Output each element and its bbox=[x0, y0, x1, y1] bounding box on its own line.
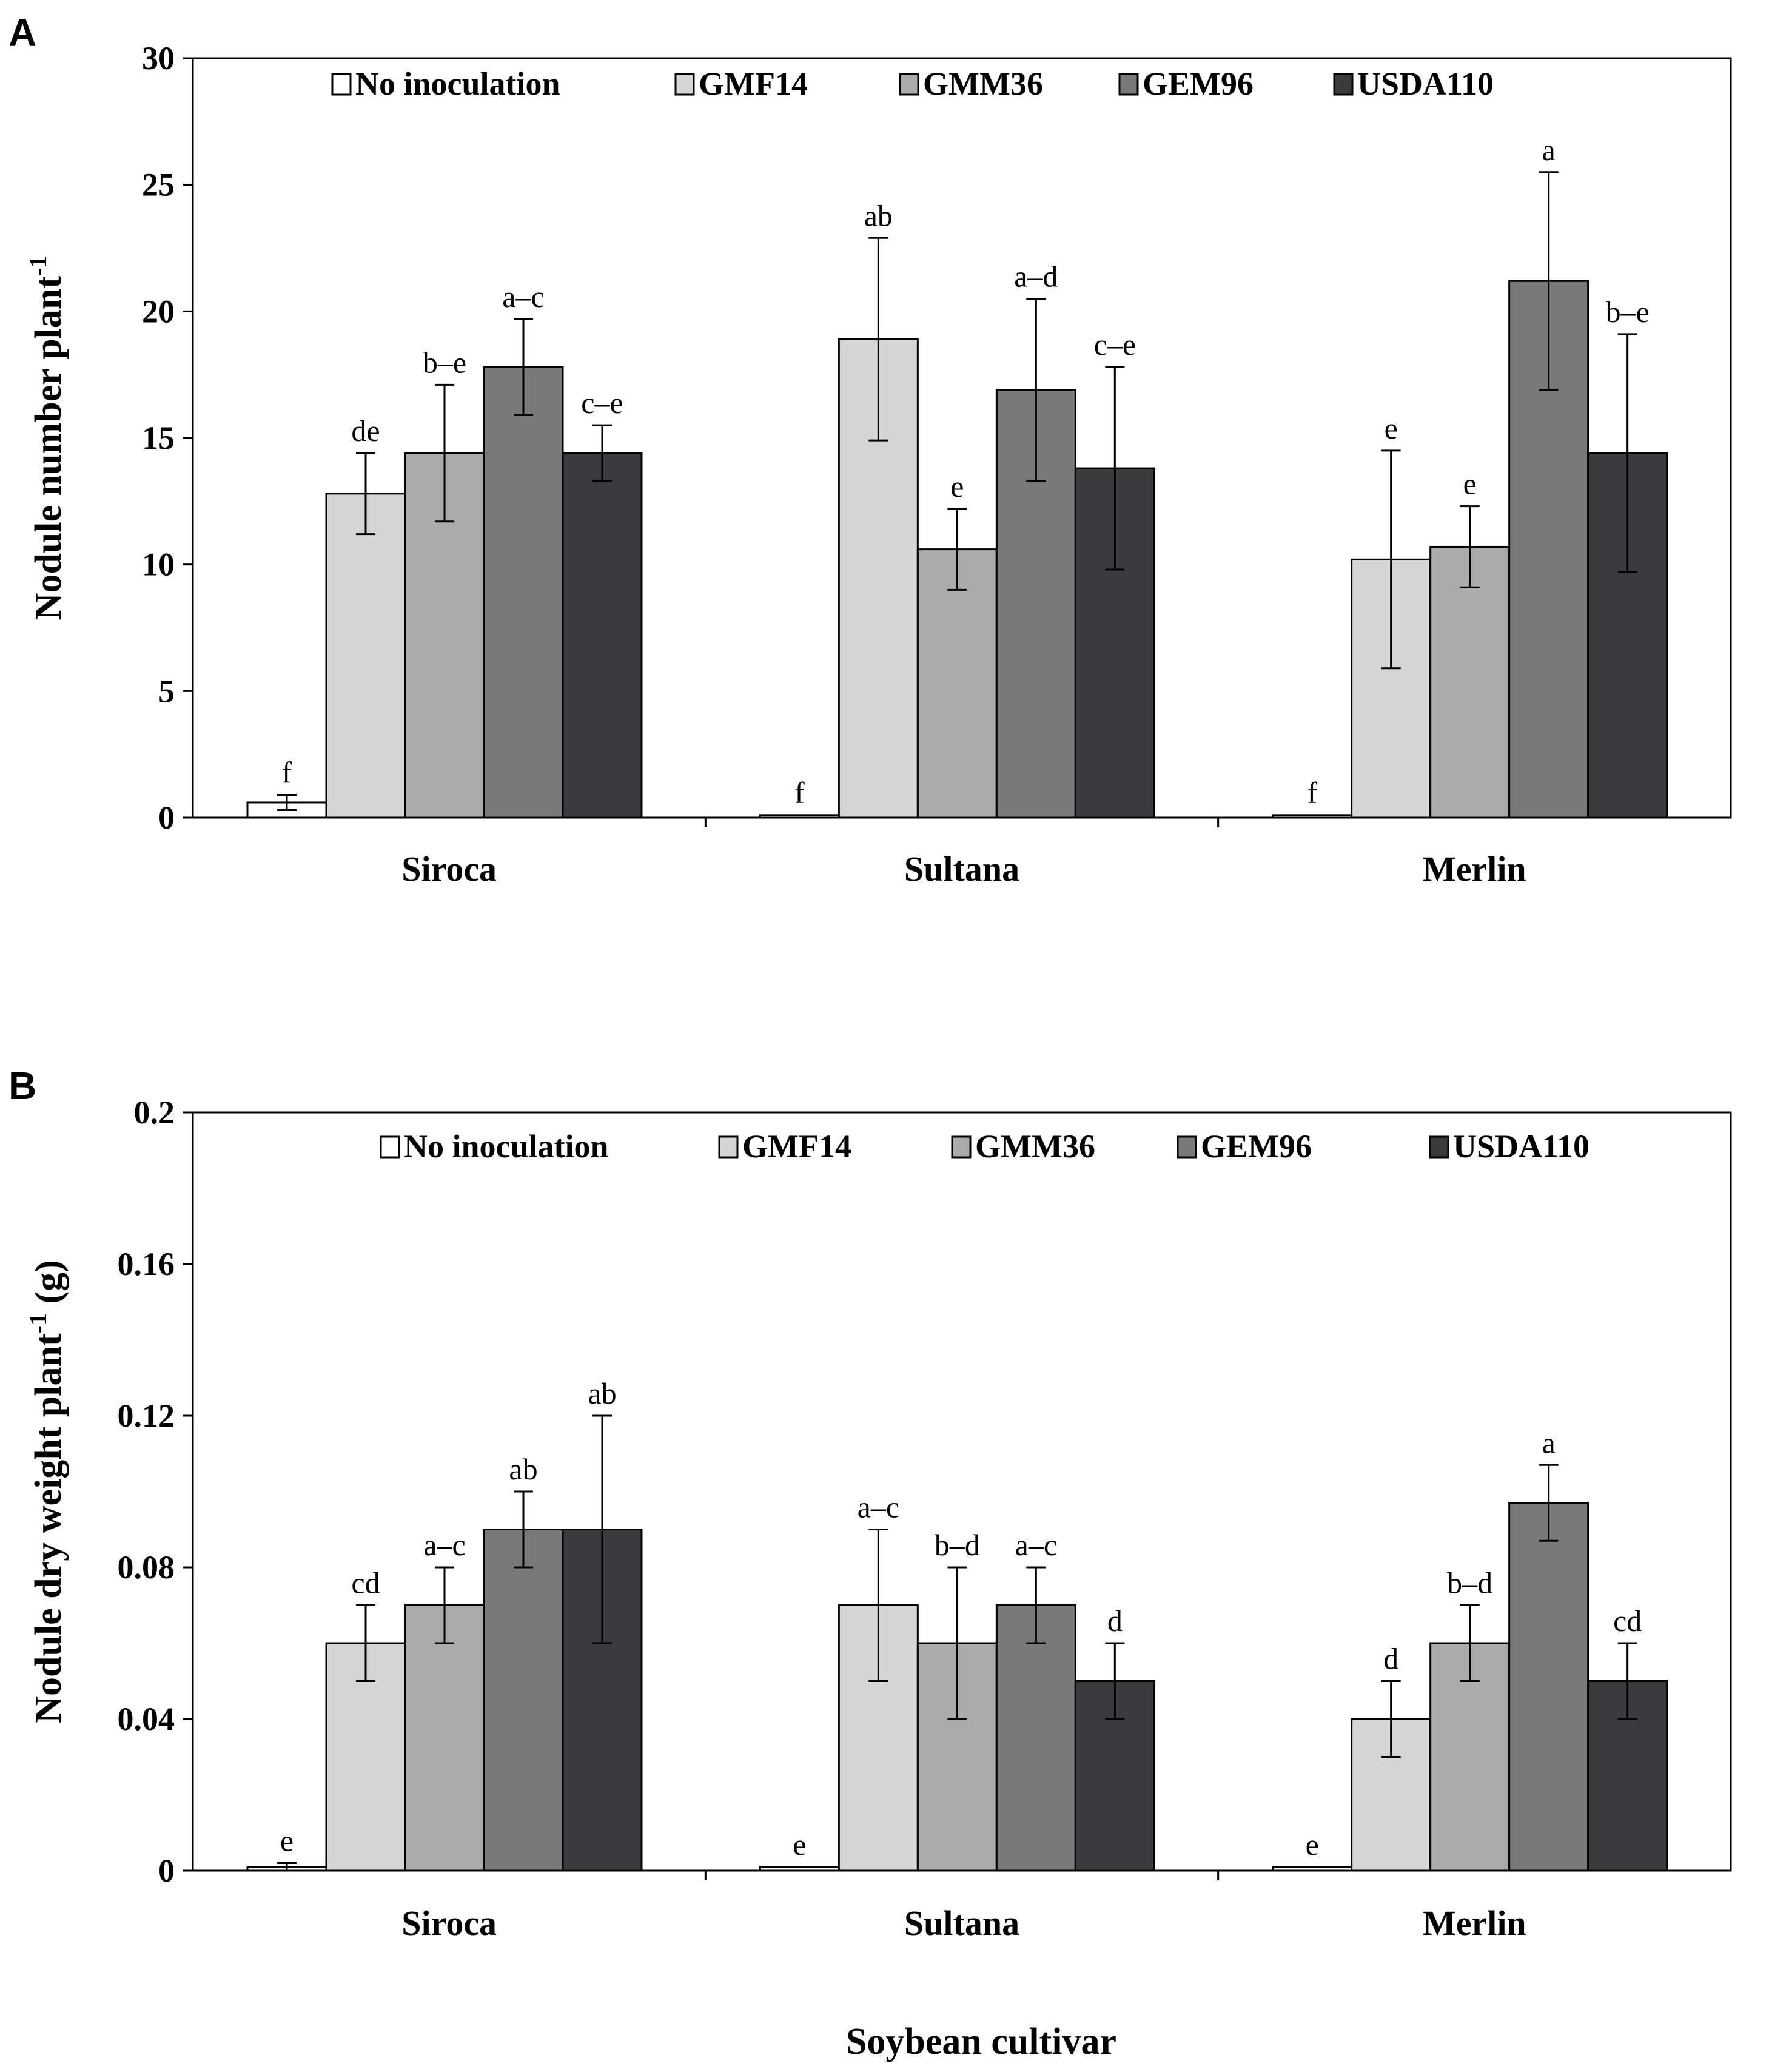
legend-swatch bbox=[1118, 73, 1139, 96]
legend-label: GEM96 bbox=[1201, 1128, 1312, 1165]
significance-label: b–d bbox=[1447, 1566, 1492, 1600]
significance-label: c–e bbox=[1094, 328, 1136, 362]
significance-label: f bbox=[282, 755, 292, 789]
y-tick-label: 10 bbox=[142, 547, 175, 583]
bar bbox=[759, 1866, 840, 1872]
y-axis-title: Nodule number plant-1 bbox=[24, 256, 69, 621]
legend-swatch bbox=[1333, 73, 1354, 96]
legend-label: GMM36 bbox=[975, 1128, 1095, 1165]
y-tick-label: 25 bbox=[142, 167, 175, 203]
significance-label: d bbox=[1383, 1642, 1398, 1676]
y-axis-title-superscript: -1 bbox=[24, 256, 52, 276]
y-axis-title: Nodule dry weight plant-1 (g) bbox=[24, 1260, 69, 1723]
bar bbox=[1272, 814, 1353, 819]
legend-label: GMF14 bbox=[742, 1128, 851, 1165]
significance-label: f bbox=[1307, 776, 1317, 810]
significance-label: ab bbox=[864, 198, 893, 232]
y-tick-label: 0.2 bbox=[134, 1094, 175, 1131]
panel-letter-a: A bbox=[8, 11, 36, 55]
significance-label: d bbox=[1107, 1604, 1123, 1638]
y-axis-title-unit: (g) bbox=[28, 1260, 69, 1313]
legend-label: USDA110 bbox=[1453, 1128, 1589, 1165]
bar bbox=[1272, 1866, 1353, 1872]
legend-label: GEM96 bbox=[1143, 66, 1254, 102]
legend-label: GMM36 bbox=[923, 66, 1043, 102]
bar bbox=[916, 548, 998, 819]
x-category-label: Siroca bbox=[401, 849, 497, 889]
bar bbox=[995, 1604, 1076, 1872]
significance-label: ab bbox=[588, 1376, 616, 1410]
significance-label: de bbox=[351, 414, 380, 448]
y-tick-label: 0 bbox=[158, 1852, 175, 1889]
significance-label: a–c bbox=[502, 280, 544, 314]
x-axis-title: Soybean cultivar bbox=[846, 2021, 1116, 2062]
significance-label: c–e bbox=[581, 386, 623, 420]
y-axis-title-main: Nodule dry weight plant bbox=[28, 1333, 69, 1723]
panel-b-chart: 0 0.04 0.08 0.12 0.16 0.2 Siroca Sultana Merlin e… bbox=[24, 1094, 1732, 1943]
y-tick-label: 0.08 bbox=[118, 1549, 175, 1586]
significance-label: cd bbox=[1613, 1604, 1642, 1638]
y-axis-title-superscript: -1 bbox=[24, 1313, 52, 1333]
significance-label: e bbox=[1306, 1828, 1319, 1862]
significance-label: cd bbox=[351, 1566, 380, 1600]
significance-label: a bbox=[1542, 1425, 1556, 1459]
significance-label: b–e bbox=[1606, 295, 1650, 329]
legend-label: No inoculation bbox=[404, 1128, 609, 1165]
y-tick-label: 0.04 bbox=[118, 1701, 175, 1737]
y-tick-label: 0.12 bbox=[118, 1398, 175, 1434]
legend-label: USDA110 bbox=[1357, 66, 1494, 102]
bar bbox=[483, 1529, 564, 1872]
legend-swatch bbox=[1177, 1135, 1197, 1159]
y-tick-label: 20 bbox=[142, 293, 175, 329]
significance-label: e bbox=[1385, 411, 1398, 445]
legend-swatch bbox=[674, 73, 695, 96]
x-category-label: Merlin bbox=[1423, 849, 1526, 889]
y-tick-label: 15 bbox=[142, 420, 175, 456]
significance-label: a–c bbox=[858, 1490, 899, 1524]
legend-swatch bbox=[899, 73, 919, 96]
x-category-label: Sultana bbox=[904, 1903, 1019, 1943]
y-tick-label: 0.16 bbox=[118, 1246, 175, 1282]
significance-label: a–d bbox=[1014, 259, 1058, 293]
x-category-label: Siroca bbox=[401, 1903, 497, 1943]
legend-swatch bbox=[380, 1135, 400, 1159]
legend-swatch bbox=[331, 73, 352, 96]
legend-swatch bbox=[718, 1135, 739, 1159]
significance-label: f bbox=[794, 776, 805, 810]
bar bbox=[1508, 1502, 1589, 1872]
bar bbox=[759, 814, 840, 819]
significance-label: e bbox=[1463, 467, 1477, 501]
significance-label: b–e bbox=[423, 345, 466, 379]
x-category-label: Merlin bbox=[1423, 1903, 1526, 1943]
significance-label: ab bbox=[509, 1452, 537, 1486]
y-tick-label: 30 bbox=[142, 40, 175, 76]
legend-swatch bbox=[951, 1135, 972, 1159]
bar bbox=[325, 1642, 406, 1872]
significance-label: b–d bbox=[935, 1528, 980, 1562]
bar bbox=[562, 452, 643, 819]
bar bbox=[1429, 545, 1511, 819]
y-tick-label: 5 bbox=[158, 673, 175, 709]
legend-swatch bbox=[1429, 1135, 1449, 1159]
significance-label: a bbox=[1542, 133, 1556, 167]
significance-label: e bbox=[280, 1824, 294, 1858]
panel-a-chart: 0 5 10 15 20 25 30 Siroca Sultana Merlin f f f de ab e b… bbox=[24, 40, 1732, 889]
x-category-label: Sultana bbox=[904, 849, 1019, 889]
legend-label: GMF14 bbox=[699, 66, 808, 102]
significance-label: a–c bbox=[423, 1528, 465, 1562]
legend-label: No inoculation bbox=[355, 66, 560, 102]
significance-label: e bbox=[950, 469, 964, 503]
bar bbox=[483, 366, 564, 819]
y-tick-label: 0 bbox=[158, 799, 175, 836]
y-axis-title-main: Nodule number plant bbox=[28, 276, 69, 621]
significance-label: e bbox=[793, 1828, 806, 1862]
significance-label: a–c bbox=[1015, 1528, 1057, 1562]
bar bbox=[404, 1604, 485, 1872]
bar bbox=[325, 493, 406, 819]
panel-letter-b: B bbox=[8, 1064, 36, 1108]
